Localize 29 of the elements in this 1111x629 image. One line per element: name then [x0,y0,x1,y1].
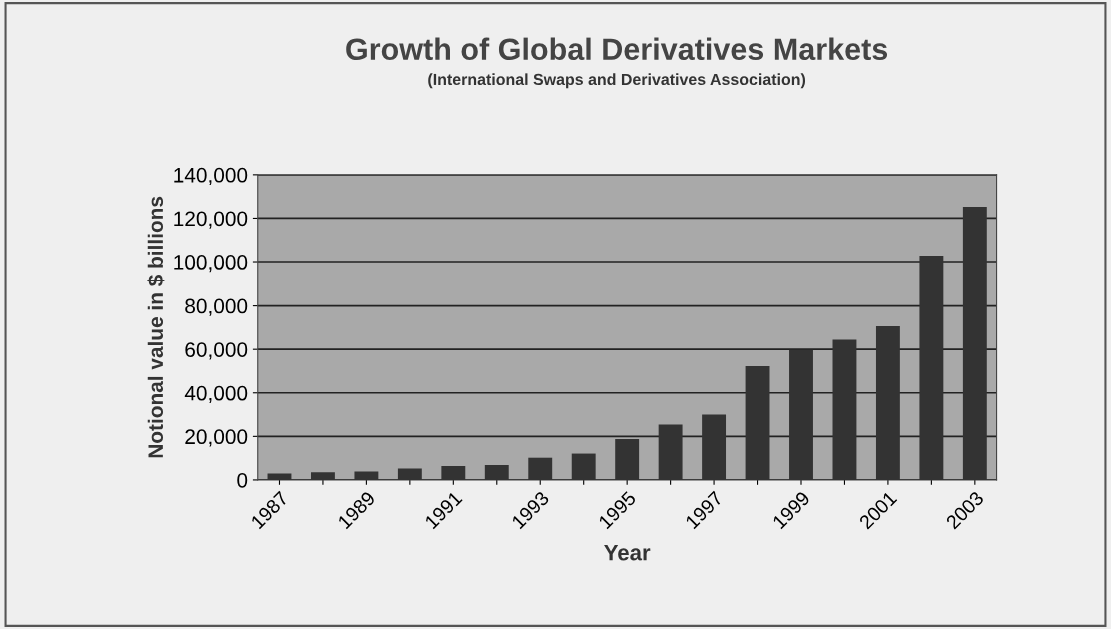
bar [745,365,770,480]
bar [484,465,509,480]
bar [571,453,596,480]
x-axis-title: Year [604,544,651,561]
bar [702,414,727,480]
bar [310,472,335,480]
bar [528,457,553,480]
bar [832,339,857,480]
bar [658,424,683,480]
y-tick-label: 60,000 [185,342,248,360]
bar [875,326,900,480]
bar [919,255,944,480]
y-tick-label: 140,000 [174,167,248,186]
bar [962,207,987,480]
bar [615,438,640,480]
y-tick-label: 0 [237,472,248,488]
chart-title: Growth of Global Derivatives Markets [346,37,888,61]
bar [441,465,466,480]
y-axis-title: Notional value in $ billions [147,196,165,458]
y-tick-label: 100,000 [174,255,248,273]
chart-subtitle: (International Swaps and Derivatives Association) [428,73,806,89]
bar [397,468,422,480]
y-tick-label: 20,000 [185,429,248,447]
bar [789,349,813,480]
bar [267,473,292,480]
y-tick-label: 80,000 [185,298,248,316]
y-tick-label: 40,000 [184,385,248,403]
y-tick-label: 120,000 [174,211,248,229]
bar [354,471,379,480]
